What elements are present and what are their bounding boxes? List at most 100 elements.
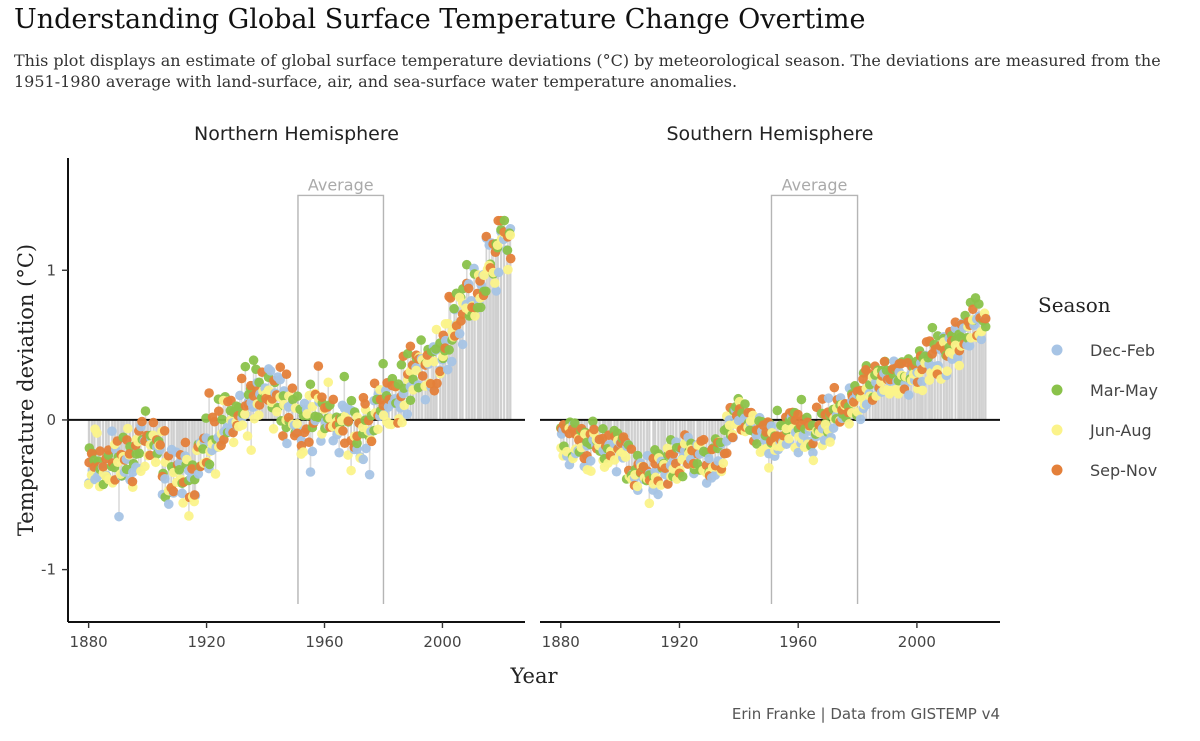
data-point (431, 324, 442, 335)
panel-northern: Northern Hemisphere Average 1880 1920 1960 20… (41, 123, 525, 651)
data-point (307, 446, 318, 457)
data-point (204, 388, 214, 398)
data-point (764, 463, 774, 473)
data-point (292, 428, 303, 439)
data-point (204, 459, 215, 470)
data-point (444, 345, 454, 355)
legend-label: Sep-Nov (1090, 461, 1157, 480)
data-point (609, 455, 620, 465)
data-point (844, 419, 854, 429)
data-point (589, 424, 599, 435)
data-point (240, 409, 250, 420)
data-point (585, 456, 596, 466)
data-point (210, 469, 221, 479)
data-point (429, 385, 440, 396)
data-point (848, 397, 859, 407)
data-point (217, 414, 227, 425)
data-point (248, 355, 259, 366)
data-point (317, 392, 327, 402)
legend-label: Dec-Feb (1090, 341, 1155, 360)
data-point (352, 438, 362, 449)
data-point (92, 428, 102, 438)
data-point (305, 467, 316, 477)
data-point (219, 434, 229, 445)
data-point (334, 447, 344, 458)
x-tick-label: 2000 (423, 633, 461, 651)
legend-label: Jun-Aug (1089, 421, 1152, 440)
data-point (917, 376, 927, 387)
data-point (475, 302, 486, 313)
data-point (265, 366, 276, 376)
data-point (396, 359, 407, 370)
data-point (323, 377, 334, 388)
data-point (574, 435, 584, 445)
data-point (134, 448, 145, 459)
legend-swatch-mar-may (1051, 384, 1063, 396)
panel-southern: Southern Hemisphere Average 1880 1920 1960 20… (540, 123, 1000, 651)
data-point (917, 385, 928, 396)
data-points (555, 293, 991, 509)
legend-swatch-sep-nov (1051, 464, 1063, 476)
data-point (228, 437, 239, 448)
data-point (429, 356, 439, 367)
data-point (796, 394, 807, 405)
data-point (449, 303, 459, 314)
data-point (184, 511, 194, 521)
data-point (964, 341, 975, 351)
data-point (292, 391, 303, 401)
data-point (505, 230, 516, 240)
data-point (339, 371, 350, 382)
data-point (343, 450, 353, 460)
facet-title: Northern Hemisphere (194, 123, 399, 145)
legend-swatch-dec-feb (1051, 344, 1063, 356)
data-point (159, 426, 170, 436)
data-point (503, 264, 513, 275)
data-point (148, 417, 159, 428)
data-point (823, 393, 834, 403)
average-period-label: Average (782, 175, 848, 194)
data-point (442, 364, 453, 375)
chart-title: Understanding Global Surface Temperature… (14, 4, 866, 35)
data-point (632, 450, 643, 461)
data-point (644, 498, 655, 509)
data-point (808, 455, 819, 466)
data-point (499, 215, 510, 226)
legend-label: Mar-May (1090, 381, 1158, 400)
data-point (611, 466, 622, 477)
data-point (366, 436, 377, 447)
data-point (457, 339, 468, 350)
facet-title: Southern Hemisphere (666, 123, 873, 145)
data-point (454, 328, 465, 339)
data-point (346, 465, 356, 476)
data-point (405, 395, 416, 406)
data-point (137, 416, 147, 427)
data-point (107, 426, 117, 437)
data-point (855, 414, 866, 425)
data-point (858, 374, 868, 384)
data-point (361, 443, 371, 454)
data-point (193, 469, 204, 479)
data-point (114, 511, 124, 522)
plot-panels: Northern Hemisphere Average 1880 1920 1960 20… (41, 123, 1000, 651)
data-point (272, 406, 282, 417)
data-point (980, 313, 991, 324)
data-point (287, 383, 298, 393)
data-point (95, 446, 105, 456)
data-point (292, 419, 302, 429)
data-point (598, 423, 608, 434)
data-point (411, 365, 422, 376)
y-tick-label: -1 (41, 561, 56, 579)
data-point (275, 362, 286, 372)
data-point (338, 426, 348, 436)
x-tick-label: 1880 (70, 633, 108, 651)
data-point (145, 450, 155, 461)
data-point (373, 424, 383, 435)
data-point (168, 486, 179, 497)
data-point (825, 437, 835, 447)
data-point (313, 361, 324, 371)
data-point (903, 390, 914, 400)
data-point (620, 452, 631, 462)
data-point (364, 469, 375, 480)
data-point (278, 431, 288, 441)
data-point (463, 283, 474, 294)
